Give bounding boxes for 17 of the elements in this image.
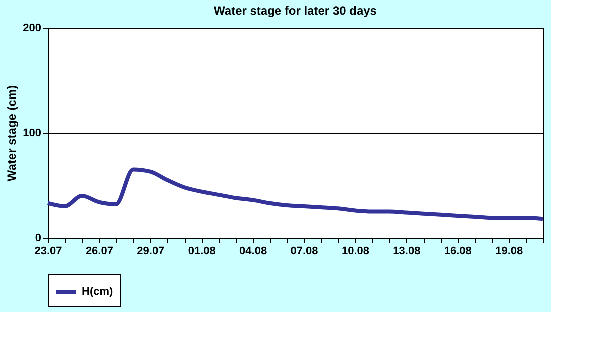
- x-tick-label: 19.08: [496, 246, 524, 258]
- x-tick-label: 29.07: [137, 246, 165, 258]
- chart-title: Water stage for later 30 days: [214, 4, 378, 18]
- y-tick-label: 200: [23, 22, 42, 34]
- x-tick-label: 01.08: [188, 246, 216, 258]
- legend-label: H(cm): [82, 286, 114, 298]
- y-tick-label: 0: [35, 232, 42, 244]
- x-tick-label: 26.07: [86, 246, 114, 258]
- x-tick-label: 23.07: [34, 246, 62, 258]
- x-tick-label: 10.08: [342, 246, 370, 258]
- y-axis-title: Water stage (cm): [5, 85, 20, 182]
- x-tick-label: 07.08: [290, 246, 318, 258]
- x-tick-label: 04.08: [240, 246, 268, 258]
- line-series: [46, 168, 545, 222]
- x-tick-label: 16.08: [444, 246, 472, 258]
- y-tick-label: 100: [23, 128, 42, 140]
- x-tick-label: 13.08: [393, 246, 421, 258]
